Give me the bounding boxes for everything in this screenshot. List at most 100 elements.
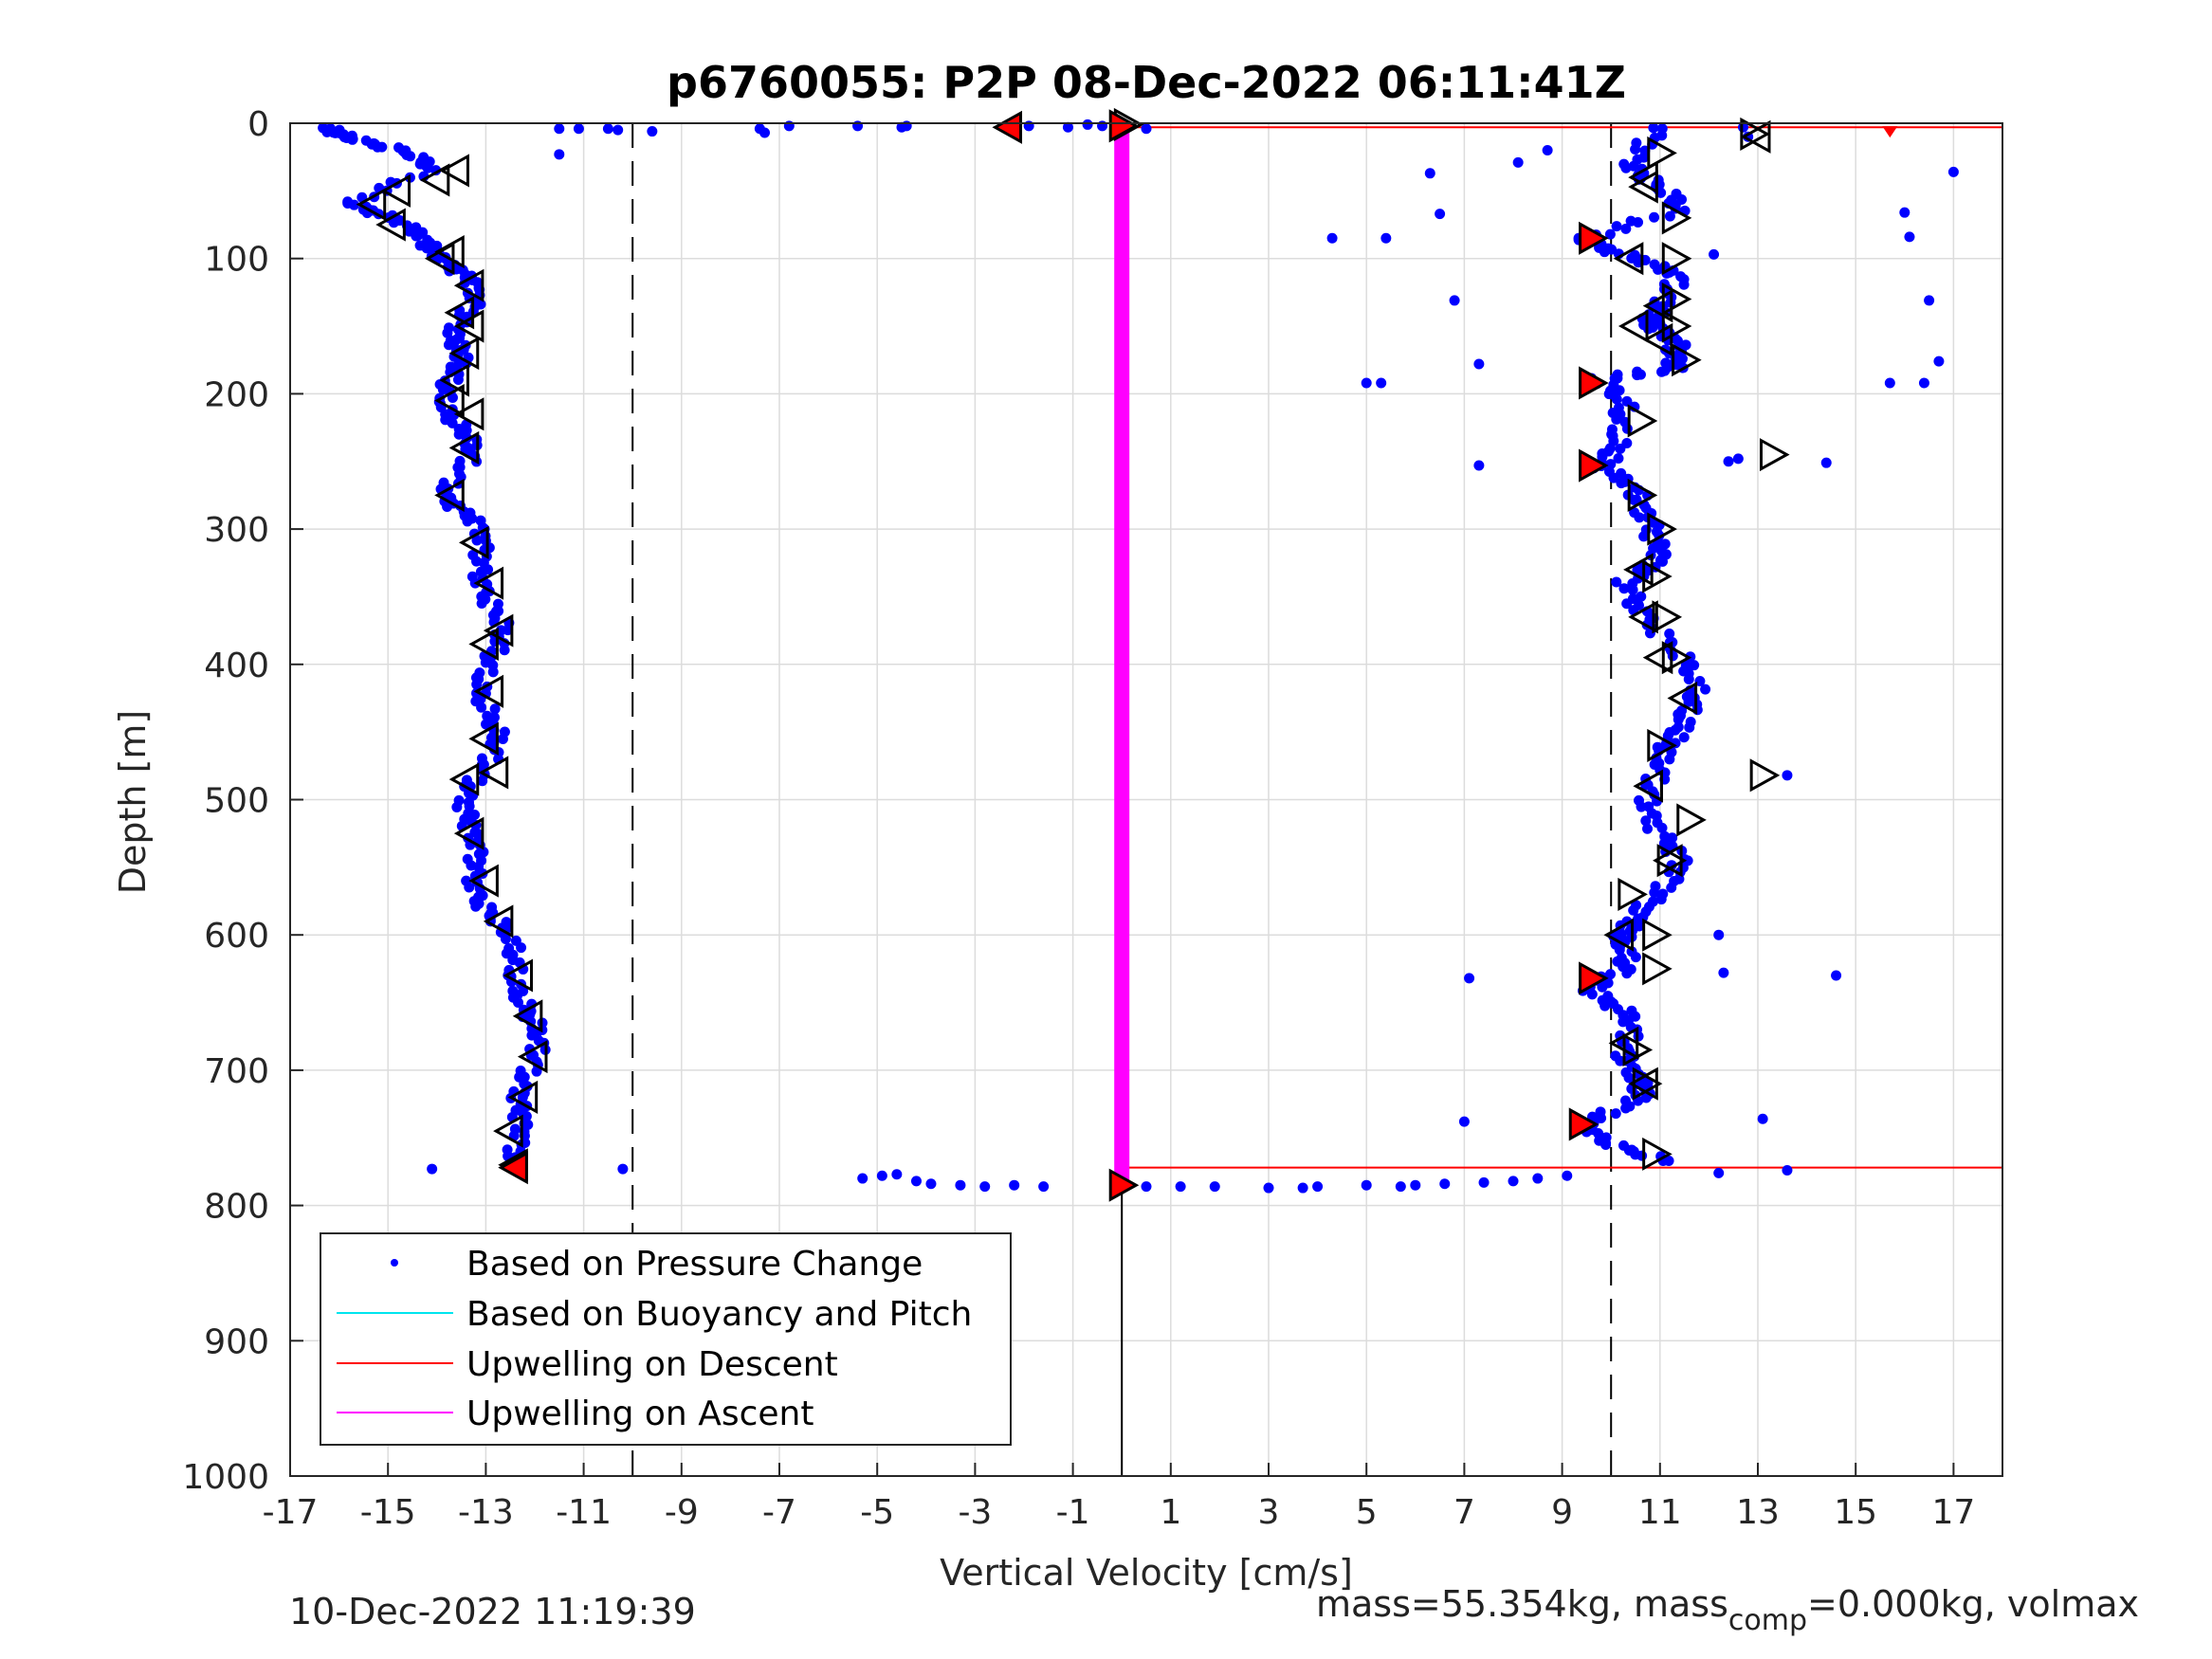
- x-tick-label: 3: [1258, 1493, 1280, 1532]
- ascent-marker-left: [1603, 918, 1635, 952]
- pressure-point: [1615, 1055, 1626, 1066]
- pressure-point: [1663, 1155, 1674, 1166]
- ascent-marker-left: [1618, 309, 1649, 343]
- x-tick-label: -15: [360, 1493, 416, 1532]
- pressure-point: [602, 123, 613, 135]
- pressure-point: [1439, 1178, 1451, 1190]
- descent-upwelling-marker: [1882, 126, 1898, 138]
- ascent-marker-right: [1652, 600, 1683, 634]
- pressure-point: [1633, 217, 1644, 228]
- pressure-point: [1636, 1150, 1648, 1161]
- ascent-marker-left: [1642, 641, 1673, 675]
- pressure-point: [1664, 754, 1675, 765]
- descent-marker: [468, 864, 499, 898]
- ascent-marker-filled: [1579, 366, 1609, 400]
- ascent-marker-right: [1632, 1066, 1663, 1101]
- pressure-point: [480, 657, 491, 668]
- descent-marker: [439, 154, 469, 188]
- pressure-point: [1678, 732, 1690, 743]
- descent-marker: [439, 363, 469, 397]
- descent-marker: [453, 268, 484, 302]
- pressure-point: [1361, 1179, 1372, 1191]
- pressure-point: [1623, 1072, 1635, 1084]
- pressure-point: [483, 564, 494, 575]
- reference-lines: [631, 123, 1613, 1476]
- pressure-point: [347, 134, 358, 145]
- pressure-point: [1675, 271, 1687, 283]
- descent-marker: [468, 627, 499, 661]
- pressure-point: [1947, 166, 1959, 177]
- pressure-point: [1620, 162, 1632, 173]
- descent-marker: [458, 525, 489, 559]
- pressure-point: [388, 217, 399, 228]
- pressure-point: [979, 1181, 991, 1193]
- pressure-point: [1542, 145, 1553, 156]
- legend-swatch-pressure: [391, 1259, 398, 1267]
- x-tick-label: 9: [1551, 1493, 1573, 1532]
- ascent-marker-filled: [1108, 1168, 1140, 1202]
- x-tick-label: 15: [1834, 1493, 1877, 1532]
- pressure-point: [1410, 1179, 1421, 1191]
- legend-label-ascent: Upwelling on Ascent: [466, 1395, 814, 1433]
- pressure-point: [513, 996, 524, 1008]
- pressure-point: [464, 882, 475, 893]
- descent-marker: [507, 1080, 539, 1114]
- pressure-point: [1621, 968, 1633, 979]
- pressure-point: [1678, 279, 1690, 290]
- pressure-point: [1640, 815, 1652, 827]
- pressure-point: [1643, 323, 1654, 335]
- pressure-point: [910, 1176, 922, 1187]
- ascent-marker-left: [1613, 242, 1644, 276]
- pressure-point: [896, 121, 907, 133]
- pressure-point: [1673, 714, 1684, 725]
- pressure-point: [507, 955, 519, 966]
- pressure-point: [1620, 223, 1632, 234]
- legend-label-descent: Upwelling on Descent: [466, 1345, 838, 1384]
- pressure-point: [476, 597, 487, 609]
- pressure-point: [1656, 822, 1668, 833]
- pressure-point: [1656, 130, 1668, 141]
- descent-marker: [375, 208, 406, 242]
- pressure-point: [1700, 684, 1711, 695]
- pressure-point: [411, 230, 422, 242]
- descent-marker: [453, 397, 484, 431]
- pressure-point: [1732, 453, 1744, 465]
- pressure-point: [1600, 1139, 1612, 1151]
- ascent-marker-left: [1628, 600, 1658, 634]
- pressure-point: [1611, 576, 1622, 588]
- pressure-point: [466, 860, 477, 871]
- ascent-marker-right: [1618, 877, 1648, 911]
- pressure-point: [1586, 989, 1598, 1000]
- pressure-point: [573, 123, 584, 135]
- descent-marker: [434, 383, 465, 418]
- x-tick-label: -9: [665, 1493, 699, 1532]
- pressure-point: [1395, 1181, 1406, 1193]
- pressure-point: [1616, 478, 1627, 489]
- pressure-point: [533, 1035, 544, 1047]
- x-tick-label: 11: [1638, 1493, 1682, 1532]
- ascent-marker-right: [1642, 918, 1673, 952]
- pressure-point: [1634, 512, 1645, 523]
- pressure-point: [1597, 981, 1608, 993]
- pressure-point: [617, 1163, 629, 1175]
- descent-marker-filled: [498, 1151, 528, 1185]
- pressure-point: [481, 719, 492, 730]
- ascent-marker-right: [1661, 309, 1692, 343]
- pressure-point: [1621, 598, 1633, 610]
- pressure-point: [471, 535, 483, 546]
- x-axis-label: Vertical Velocity [cm/s]: [940, 1552, 1353, 1594]
- ascent-marker-right: [1661, 242, 1692, 276]
- y-tick-label: 600: [204, 917, 269, 956]
- descent-marker: [478, 756, 509, 790]
- pressure-point: [437, 384, 448, 395]
- pressure-point: [1380, 232, 1392, 244]
- ascent-marker-right: [1647, 136, 1677, 170]
- pressure-point: [405, 151, 416, 162]
- descent-marker: [512, 999, 543, 1033]
- pressure-point: [477, 890, 488, 902]
- ascent-marker-right: [1661, 201, 1692, 235]
- pressure-point: [1621, 395, 1633, 407]
- descent-marker: [453, 309, 484, 343]
- pressure-point: [1326, 232, 1338, 244]
